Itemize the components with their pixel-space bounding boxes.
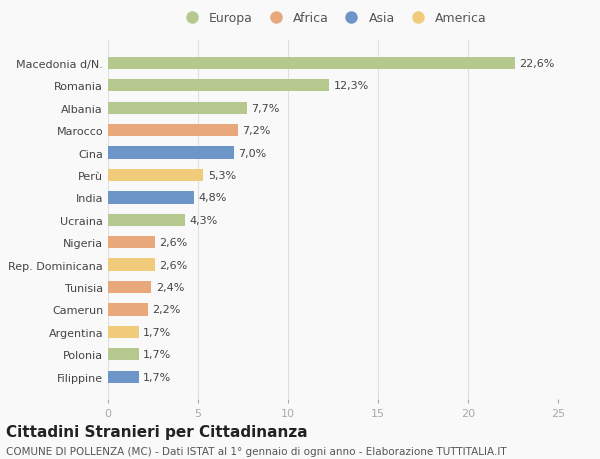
Text: 1,7%: 1,7% [143, 327, 172, 337]
Bar [108, 192, 194, 204]
Bar [108, 281, 151, 294]
Bar [108, 169, 203, 182]
Text: 7,2%: 7,2% [242, 126, 271, 136]
Text: 1,7%: 1,7% [143, 372, 172, 382]
Bar [108, 259, 155, 271]
Text: 7,0%: 7,0% [239, 148, 267, 158]
Text: 2,6%: 2,6% [160, 238, 188, 248]
Legend: Europa, Africa, Asia, America: Europa, Africa, Asia, America [176, 10, 490, 28]
Text: 4,8%: 4,8% [199, 193, 227, 203]
Text: COMUNE DI POLLENZA (MC) - Dati ISTAT al 1° gennaio di ogni anno - Elaborazione T: COMUNE DI POLLENZA (MC) - Dati ISTAT al … [6, 446, 506, 456]
Bar [108, 80, 329, 92]
Text: Cittadini Stranieri per Cittadinanza: Cittadini Stranieri per Cittadinanza [6, 425, 308, 440]
Bar [108, 236, 155, 249]
Text: 12,3%: 12,3% [334, 81, 369, 91]
Bar [108, 326, 139, 338]
Text: 22,6%: 22,6% [519, 59, 554, 69]
Text: 2,4%: 2,4% [156, 282, 184, 292]
Bar [108, 125, 238, 137]
Bar [108, 214, 185, 226]
Bar [108, 147, 234, 159]
Bar [108, 371, 139, 383]
Text: 5,3%: 5,3% [208, 171, 236, 180]
Text: 2,2%: 2,2% [152, 305, 181, 315]
Bar [108, 348, 139, 361]
Bar [108, 102, 247, 115]
Text: 1,7%: 1,7% [143, 350, 172, 359]
Bar [108, 304, 148, 316]
Text: 7,7%: 7,7% [251, 103, 280, 113]
Text: 2,6%: 2,6% [160, 260, 188, 270]
Bar [108, 57, 515, 70]
Text: 4,3%: 4,3% [190, 215, 218, 225]
